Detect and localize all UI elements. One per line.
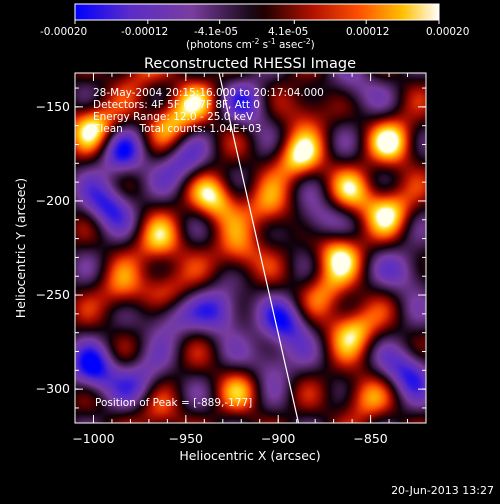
colorbar-ticks <box>74 20 440 24</box>
annotation-time: 28-May-2004 20:15:16.000 to 20:17:04.000 <box>93 87 324 99</box>
peak-position-label: Position of Peak = [-889,-177] <box>95 397 252 409</box>
x-tick-label: −850 <box>353 431 387 446</box>
colorbar-tick-label: 4.1e-05 <box>268 26 308 38</box>
annotation-detectors: Detectors: 4F 5F 6F 7F 8F, Att 0 <box>93 99 260 111</box>
y-tick-label: −150 <box>36 99 70 114</box>
solar-limb-line <box>218 73 300 423</box>
annotation-clean: Clean Total counts: 1.04E+03 <box>93 123 262 135</box>
colorbar-tick-label: 0.00020 <box>426 26 469 38</box>
x-tick-label: −1000 <box>72 431 114 446</box>
footer-timestamp: 20-Jun-2013 13:27 <box>391 484 494 497</box>
y-tick-label: −200 <box>36 193 70 208</box>
x-tick-label: −900 <box>261 431 295 446</box>
colorbar-tick-label: 0.00012 <box>346 26 389 38</box>
colorbar-units: (photons cm-2 s-1 asec-2) <box>186 37 315 51</box>
colorbar-tick-label: -0.00012 <box>121 26 168 38</box>
colorbar-tick-label: -4.1e-05 <box>194 26 238 38</box>
y-tick-label: −300 <box>36 381 70 396</box>
y-axis-label: Heliocentric Y (arcsec) <box>13 178 28 318</box>
colorbar <box>74 3 440 21</box>
heatmap-image <box>75 73 426 423</box>
chart-title: Reconstructed RHESSI Image <box>144 56 356 72</box>
colorbar-tick-label: -0.00020 <box>40 26 87 38</box>
x-axis-label: Heliocentric X (arcsec) <box>179 448 320 463</box>
plot-frame <box>74 72 427 424</box>
annotation-energy: Energy Range: 12.0 - 25.0 keV <box>93 111 254 123</box>
x-tick-label: −950 <box>169 431 203 446</box>
y-tick-label: −250 <box>36 287 70 302</box>
axis-ticks <box>75 73 426 423</box>
